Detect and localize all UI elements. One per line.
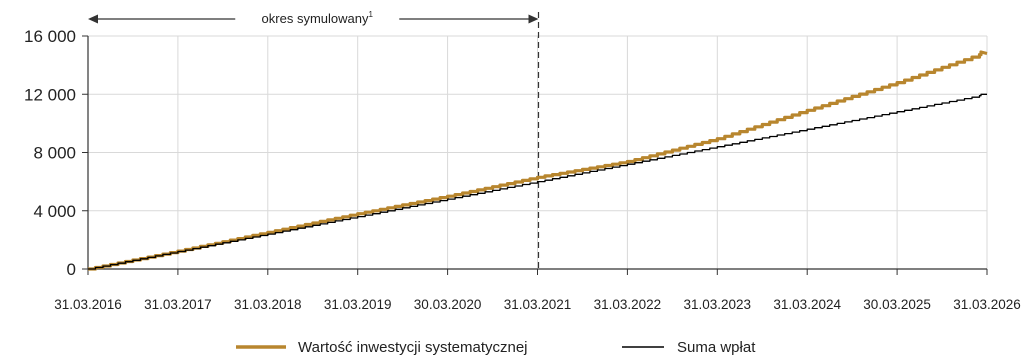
x-tick-labels: 31.03.2016 31.03.2017 31.03.2018 31.03.2019…	[54, 297, 1021, 312]
x-tick-label-10: 31.03.2026	[953, 297, 1021, 312]
x-tick-label-1: 31.03.2017	[144, 297, 212, 312]
series	[88, 50, 988, 271]
x-tick-label-2: 31.03.2018	[234, 297, 302, 312]
y-tick-label-4: 16 000	[24, 27, 76, 46]
simulated-period-annotation: okres symulowany1	[88, 10, 540, 269]
y-tick-label-0: 0	[67, 260, 76, 279]
annotation-arrowhead-right	[528, 14, 539, 24]
y-tick-label-2: 8 000	[33, 144, 76, 163]
x-tick-label-0: 31.03.2016	[54, 297, 122, 312]
axes	[82, 35, 988, 275]
annotation-text: okres symulowany	[262, 11, 369, 26]
annotation-superscript: 1	[368, 10, 373, 19]
x-tick-label-8: 31.03.2024	[773, 297, 841, 312]
x-tick-label-5: 31.03.2021	[504, 297, 572, 312]
legend: Wartość inwestycji systematycznej Suma w…	[236, 339, 756, 356]
legend-label-suma-wplat: Suma wpłat	[677, 339, 756, 356]
y-tick-label-1: 4 000	[33, 202, 76, 221]
y-tick-label-3: 12 000	[24, 85, 76, 104]
x-tick-label-4: 30.03.2020	[414, 297, 482, 312]
x-tick-label-3: 31.03.2019	[324, 297, 392, 312]
x-tick-label-7: 31.03.2023	[684, 297, 752, 312]
x-tick-label-6: 31.03.2022	[594, 297, 662, 312]
series-line-0	[88, 50, 988, 271]
y-tick-labels: 0 4 000 8 000 12 000 16 000	[24, 27, 76, 279]
gridlines	[88, 35, 988, 269]
annotation-label: okres symulowany1	[262, 10, 374, 26]
annotation-arrowhead-left	[88, 14, 98, 24]
x-tick-label-9: 30.03.2025	[863, 297, 931, 312]
series-line-1	[88, 93, 987, 270]
legend-label-wartosc: Wartość inwestycji systematycznej	[298, 339, 528, 356]
